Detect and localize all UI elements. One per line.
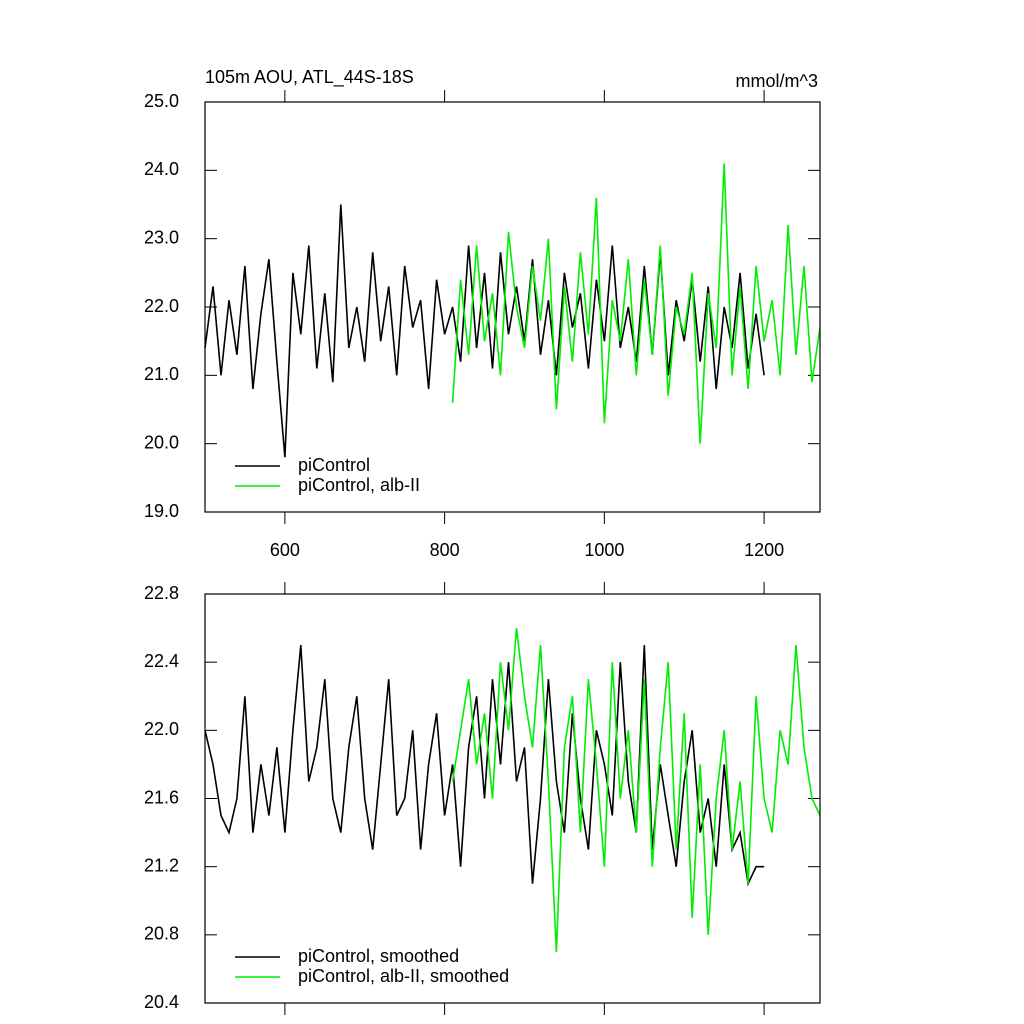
y-tick-label: 24.0	[144, 159, 179, 179]
data-line	[204, 645, 765, 887]
x-tick-label: 600	[270, 540, 300, 560]
y-tick-label: 25.0	[144, 91, 179, 111]
units-label: mmol/m^3	[736, 71, 818, 91]
y-tick-label: 22.0	[144, 719, 179, 739]
plot-frame	[204, 593, 821, 1004]
y-tick-label: 22.0	[144, 296, 179, 316]
y-tick-label: 21.0	[144, 364, 179, 384]
x-tick-label: 1000	[584, 540, 624, 560]
plot-frame	[204, 101, 821, 513]
data-line	[451, 163, 821, 444]
data-line	[451, 628, 821, 952]
y-tick-label: 19.0	[144, 501, 179, 521]
y-tick-label: 21.2	[144, 855, 179, 875]
y-tick-label: 20.4	[144, 992, 179, 1012]
y-tick-label: 22.8	[144, 583, 179, 603]
data-line	[204, 204, 765, 458]
y-tick-label: 22.4	[144, 651, 179, 671]
x-tick-label: 800	[430, 540, 460, 560]
y-tick-label: 21.6	[144, 787, 179, 807]
legend-label: piControl	[298, 455, 370, 475]
y-tick-label: 20.8	[144, 924, 179, 944]
chart-title: 105m AOU, ATL_44S-18S	[205, 67, 414, 88]
legend-label: piControl, smoothed	[298, 946, 459, 966]
y-tick-label: 23.0	[144, 227, 179, 247]
y-tick-label: 20.0	[144, 432, 179, 452]
legend-label: piControl, alb-II	[298, 475, 420, 495]
x-tick-label: 1200	[744, 540, 784, 560]
legend-label: piControl, alb-II, smoothed	[298, 966, 509, 986]
